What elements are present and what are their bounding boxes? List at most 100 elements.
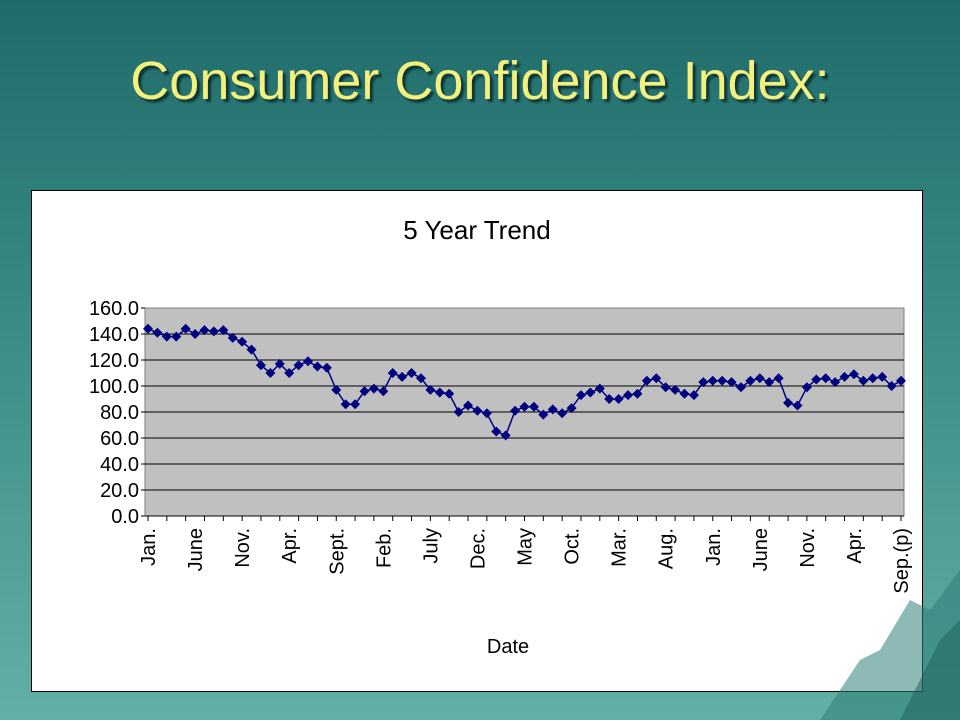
data-point <box>303 356 314 367</box>
x-tick-label: Oct. <box>562 528 584 565</box>
data-point <box>143 323 153 334</box>
data-point <box>397 371 408 382</box>
y-tick-label: 60.0 <box>100 428 139 450</box>
data-point <box>284 368 295 378</box>
data-point <box>858 375 869 386</box>
data-point <box>434 387 445 398</box>
x-tick-label: Dec. <box>467 528 489 569</box>
data-point <box>463 400 474 411</box>
y-axis-ticks: 160.0 140.0 120.0 100.0 80.0 60.0 40.0 20.0 0.0 <box>89 298 145 528</box>
x-axis-ticks: Jan. June Nov. Apr. Sept. Feb. July Dec. May Oct.… <box>138 515 913 594</box>
data-point <box>378 386 389 397</box>
data-point <box>688 390 699 401</box>
chart-frame: 5 Year Trend 160.0 140.0 120.0 100.0 80.0 60.… <box>31 190 923 692</box>
data-point <box>491 426 502 437</box>
data-point <box>510 405 521 416</box>
data-point <box>500 430 511 441</box>
data-point <box>594 383 605 394</box>
x-tick-label: Aug. <box>656 528 678 569</box>
data-point <box>415 373 426 384</box>
data-point <box>321 362 332 373</box>
data-point <box>632 388 643 399</box>
data-point <box>604 394 615 404</box>
data-point <box>745 375 756 386</box>
x-tick-label: July <box>420 528 442 564</box>
data-point <box>896 375 906 386</box>
x-tick-label: June <box>750 528 772 571</box>
data-point <box>651 373 662 384</box>
data-point <box>331 384 342 395</box>
data-point <box>848 369 859 380</box>
data-point <box>199 325 210 336</box>
data-point <box>773 373 784 384</box>
x-tick-label: May <box>515 528 537 566</box>
y-tick-label: 40.0 <box>100 454 139 476</box>
data-point <box>557 408 568 419</box>
data-point <box>359 386 370 397</box>
x-tick-label: Nov. <box>232 528 254 568</box>
y-tick-label: 20.0 <box>100 480 139 502</box>
x-tick-label: Jan. <box>138 528 160 566</box>
data-point <box>161 331 172 342</box>
x-tick-label: Apr. <box>279 528 301 564</box>
y-tick-label: 80.0 <box>100 402 139 424</box>
data-point <box>660 382 671 393</box>
data-point <box>670 384 681 395</box>
data-point <box>613 394 624 404</box>
data-point <box>754 373 765 384</box>
x-tick-label: Jan. <box>703 528 725 566</box>
data-point <box>274 358 285 369</box>
data-point <box>481 408 492 419</box>
series-points <box>143 323 906 441</box>
data-point <box>877 371 888 382</box>
data-point <box>472 405 483 416</box>
data-point <box>764 377 775 388</box>
data-point <box>237 336 248 347</box>
x-axis-label: Date <box>487 636 529 658</box>
data-point <box>792 400 803 411</box>
data-point <box>707 375 718 386</box>
data-point <box>171 331 182 342</box>
data-point <box>265 368 276 378</box>
data-point <box>255 360 266 371</box>
y-tick-label: 160.0 <box>89 298 139 320</box>
data-point <box>679 388 690 399</box>
data-point <box>227 332 238 343</box>
x-tick-label: Apr. <box>844 528 866 564</box>
data-point <box>444 388 455 399</box>
data-point <box>830 377 841 388</box>
data-point <box>293 360 304 371</box>
y-tick-label: 120.0 <box>89 350 139 372</box>
data-point <box>575 390 586 401</box>
x-tick-label: Nov. <box>797 528 819 568</box>
slide-title: Consumer Confidence Index: <box>130 51 830 111</box>
data-point <box>641 375 652 386</box>
data-point <box>867 373 878 384</box>
data-point <box>801 382 812 393</box>
mountain-decoration <box>820 570 960 720</box>
y-tick-label: 100.0 <box>89 376 139 398</box>
data-point <box>717 375 728 386</box>
data-point <box>839 371 850 382</box>
data-point <box>519 401 530 412</box>
data-point <box>180 323 191 334</box>
x-tick-label: Feb. <box>373 528 395 568</box>
x-tick-label: Sept. <box>326 528 348 575</box>
data-point <box>208 326 219 337</box>
y-tick-label: 140.0 <box>89 324 139 346</box>
data-point <box>528 401 539 412</box>
data-point <box>735 382 746 393</box>
data-point <box>585 387 596 398</box>
data-point <box>387 368 398 378</box>
data-point <box>425 384 436 395</box>
data-point <box>783 397 794 408</box>
data-point <box>218 325 229 336</box>
data-point <box>566 403 577 414</box>
data-point <box>190 329 201 339</box>
x-tick-label: Mar. <box>609 528 631 567</box>
line-chart: 5 Year Trend 160.0 140.0 120.0 100.0 80.0 60.… <box>89 215 913 658</box>
data-point <box>623 390 634 401</box>
data-point <box>886 381 897 391</box>
data-point <box>350 399 361 410</box>
y-tick-label: 0.0 <box>111 506 139 528</box>
